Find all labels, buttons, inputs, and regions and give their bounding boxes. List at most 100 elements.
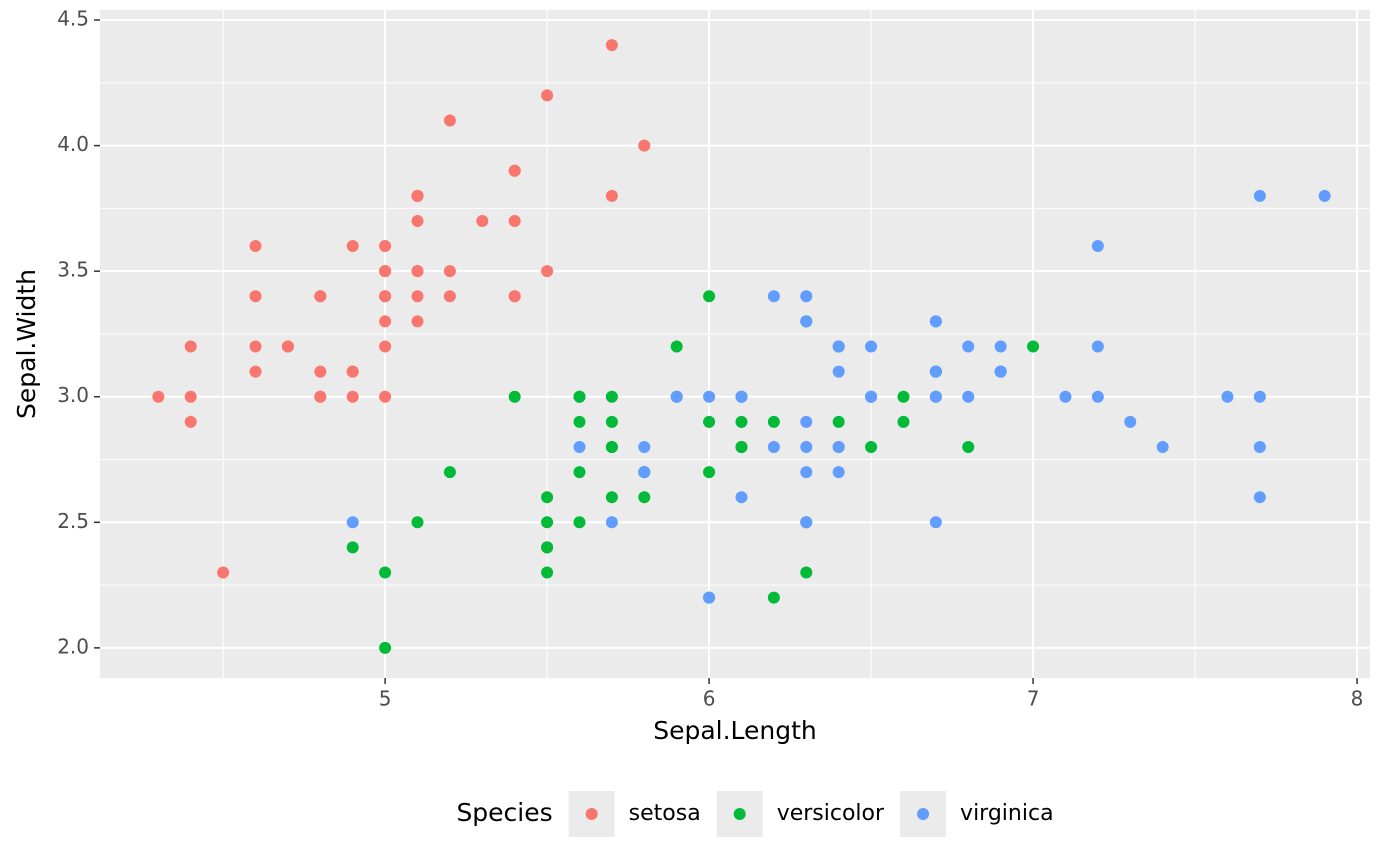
point [800,566,813,579]
point [832,340,845,353]
point [346,541,359,554]
point [541,89,554,102]
point [217,566,230,579]
y-tick-label: 2.5 [57,509,89,533]
point [346,240,359,253]
point [703,290,716,303]
point [281,340,294,353]
point [1253,491,1266,504]
point [411,189,424,202]
point [929,365,942,378]
point [703,390,716,403]
point [735,415,748,428]
point [767,415,780,428]
point [541,541,554,554]
point [638,139,651,152]
point [379,240,392,253]
y-tick-label: 2.0 [57,634,89,658]
point [735,440,748,453]
point [573,466,586,479]
point [476,214,489,227]
y-tick-label: 3.0 [57,383,89,407]
point [508,390,521,403]
point [314,365,327,378]
point [929,390,942,403]
legend-label: setosa [629,801,701,826]
point [508,214,521,227]
point [249,365,262,378]
point [832,440,845,453]
point [865,390,878,403]
point [800,466,813,479]
point [184,390,197,403]
point [249,290,262,303]
point [800,440,813,453]
point [832,466,845,479]
point [800,516,813,529]
x-tick-label: 5 [379,687,392,711]
point [379,566,392,579]
point [638,440,651,453]
point [865,340,878,353]
point [605,189,618,202]
point [1027,340,1040,353]
point [411,516,424,529]
point [638,491,651,504]
point [605,516,618,529]
legend-label: versicolor [777,801,885,826]
point [411,265,424,278]
point [800,315,813,328]
point [573,390,586,403]
point [379,265,392,278]
point [443,290,456,303]
point [865,440,878,453]
point [1253,189,1266,202]
point [638,466,651,479]
point [897,415,910,428]
point [800,415,813,428]
point [703,415,716,428]
x-axis-title: Sepal.Length [653,716,817,745]
point [541,516,554,529]
point [314,290,327,303]
point [605,415,618,428]
point [541,491,554,504]
point [605,390,618,403]
point [443,466,456,479]
point [573,415,586,428]
point [249,340,262,353]
legend-marker [733,808,746,820]
point [929,315,942,328]
point [1221,390,1234,403]
x-tick-label: 7 [1027,687,1040,711]
x-tick-label: 6 [703,687,716,711]
point [929,516,942,529]
point [1091,340,1104,353]
point [411,315,424,328]
point [962,440,975,453]
point [670,390,683,403]
point [1059,390,1072,403]
point [346,390,359,403]
point [605,440,618,453]
x-tick-label: 8 [1351,687,1364,711]
point [832,415,845,428]
point [605,491,618,504]
point [767,591,780,604]
point [152,390,165,403]
y-tick-label: 4.0 [57,132,89,156]
legend-label: virginica [960,801,1054,826]
point [1253,390,1266,403]
point [379,290,392,303]
point [994,340,1007,353]
point [605,39,618,52]
point [249,240,262,253]
legend-title: Species [456,798,552,827]
point [411,290,424,303]
point [443,114,456,127]
point [703,466,716,479]
point [184,415,197,428]
legend-marker [585,808,598,820]
y-axis-title: Sepal.Width [12,269,41,419]
